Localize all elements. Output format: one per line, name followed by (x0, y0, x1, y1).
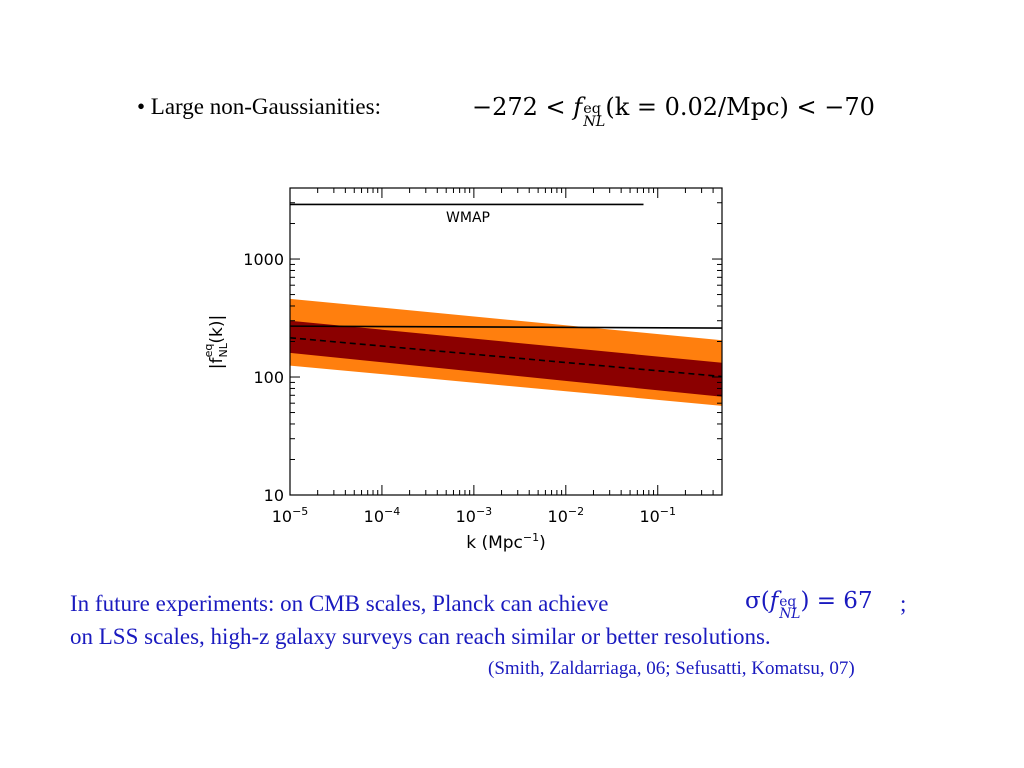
x-tick-label: 10−1 (639, 505, 676, 526)
equation-f: f (573, 93, 583, 121)
sigma-sup: eq (779, 593, 797, 610)
equation-sub: NL (583, 113, 606, 130)
citation: (Smith, Zaldarriaga, 06; Sefusatti, Koma… (488, 658, 855, 679)
fnl-constraint-equation: −272 < f eq NL (k = 0.02/Mpc) < −70 (472, 93, 875, 129)
y-tick-label: 10 (264, 486, 284, 505)
sigma-open: σ( (745, 588, 770, 614)
equation-lhs: −272 < (472, 93, 566, 121)
wmap-label: WMAP (446, 210, 490, 226)
bullet-text: • Large non-Gaussianities: (137, 94, 381, 119)
x-tick-label: 10−3 (456, 505, 493, 526)
x-tick-label: 10−2 (548, 505, 585, 526)
y-axis-label: |fNLeq(k)| (202, 315, 230, 369)
note-line-2: on LSS scales, high-z galaxy surveys can… (70, 624, 771, 649)
x-axis-label: k (Mpc−1) (466, 531, 546, 553)
sigma-f: f (769, 588, 779, 614)
sigma-equation: σ(f eq NL) = 67 (745, 588, 873, 621)
equation-sup: eq (583, 100, 601, 117)
y-tick-label: 100 (253, 368, 284, 387)
x-tick-label: 10−5 (272, 505, 309, 526)
dashed-line (290, 336, 722, 378)
band-1 (290, 320, 722, 397)
sigma-sub: NL (779, 606, 801, 623)
x-tick-label: 10−4 (364, 505, 401, 526)
y-tick-label: 1000 (243, 250, 284, 269)
sigma-rhs: ) = 67 (800, 588, 873, 614)
note-semicolon: ; (900, 591, 907, 616)
solid-line (290, 325, 722, 329)
equation-arg: (k = 0.02/Mpc) < −70 (605, 93, 875, 121)
note-line-1: In future experiments: on CMB scales, Pl… (70, 591, 609, 616)
